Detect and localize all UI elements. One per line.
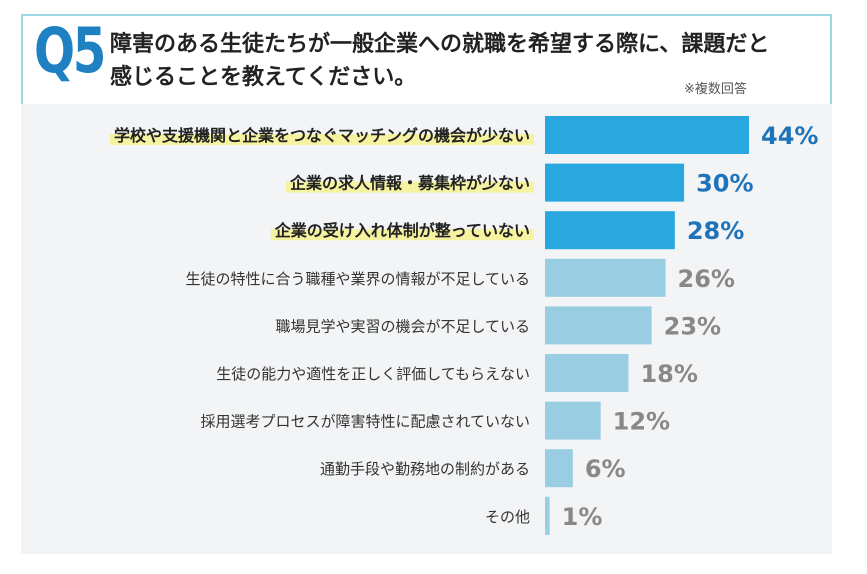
chart-panel [21, 104, 832, 554]
category-label: 学校や支援機関と企業をつなぐマッチングの機会が少ない [114, 126, 530, 145]
category-label: 企業の求人情報・募集枠が少ない [289, 174, 530, 193]
value-label: 26% [678, 265, 735, 293]
label-highlight-marker [270, 229, 534, 241]
category-label: 採用選考プロセスが障害特性に配慮されていない [200, 413, 530, 431]
question-text: 障害のある生徒たちが一般企業への就職を希望する際に、課題だと 感じることを教えて… [110, 28, 810, 94]
label-highlight-marker [285, 181, 534, 193]
category-label: 通勤手段や勤務地の制約がある [320, 460, 530, 478]
category-label: 生徒の能力や適性を正しく評価してもらえない [216, 365, 530, 383]
value-label: 6% [585, 455, 626, 483]
value-label: 12% [613, 408, 670, 436]
category-label: 職場見学や実習の機会が不足している [275, 317, 530, 335]
category-label: 企業の受け入れ体制が整っていない [274, 221, 530, 240]
value-label: 23% [664, 312, 721, 340]
question-number: Q5 [34, 14, 106, 87]
value-label: 1% [562, 503, 603, 531]
bar [545, 496, 550, 535]
bar [545, 306, 652, 345]
category-label: その他 [485, 508, 530, 526]
value-label: 44% [761, 122, 818, 150]
value-label: 30% [696, 170, 753, 198]
bar [545, 163, 685, 202]
question-line-2: 感じることを教えてください。 [110, 65, 417, 90]
bar [545, 449, 573, 488]
bar [545, 258, 666, 297]
value-label: 28% [687, 217, 744, 245]
value-label: 18% [640, 360, 697, 388]
category-label: 生徒の特性に合う職種や業界の情報が不足している [185, 270, 530, 288]
bar [545, 354, 629, 392]
bar [545, 401, 601, 440]
multiple-answer-note: ※複数回答 [684, 82, 747, 97]
label-highlight-marker [109, 134, 534, 145]
bar [545, 211, 675, 250]
bar [545, 116, 749, 154]
question-line-1: 障害のある生徒たちが一般企業への就職を希望する際に、課題だと [110, 32, 770, 57]
